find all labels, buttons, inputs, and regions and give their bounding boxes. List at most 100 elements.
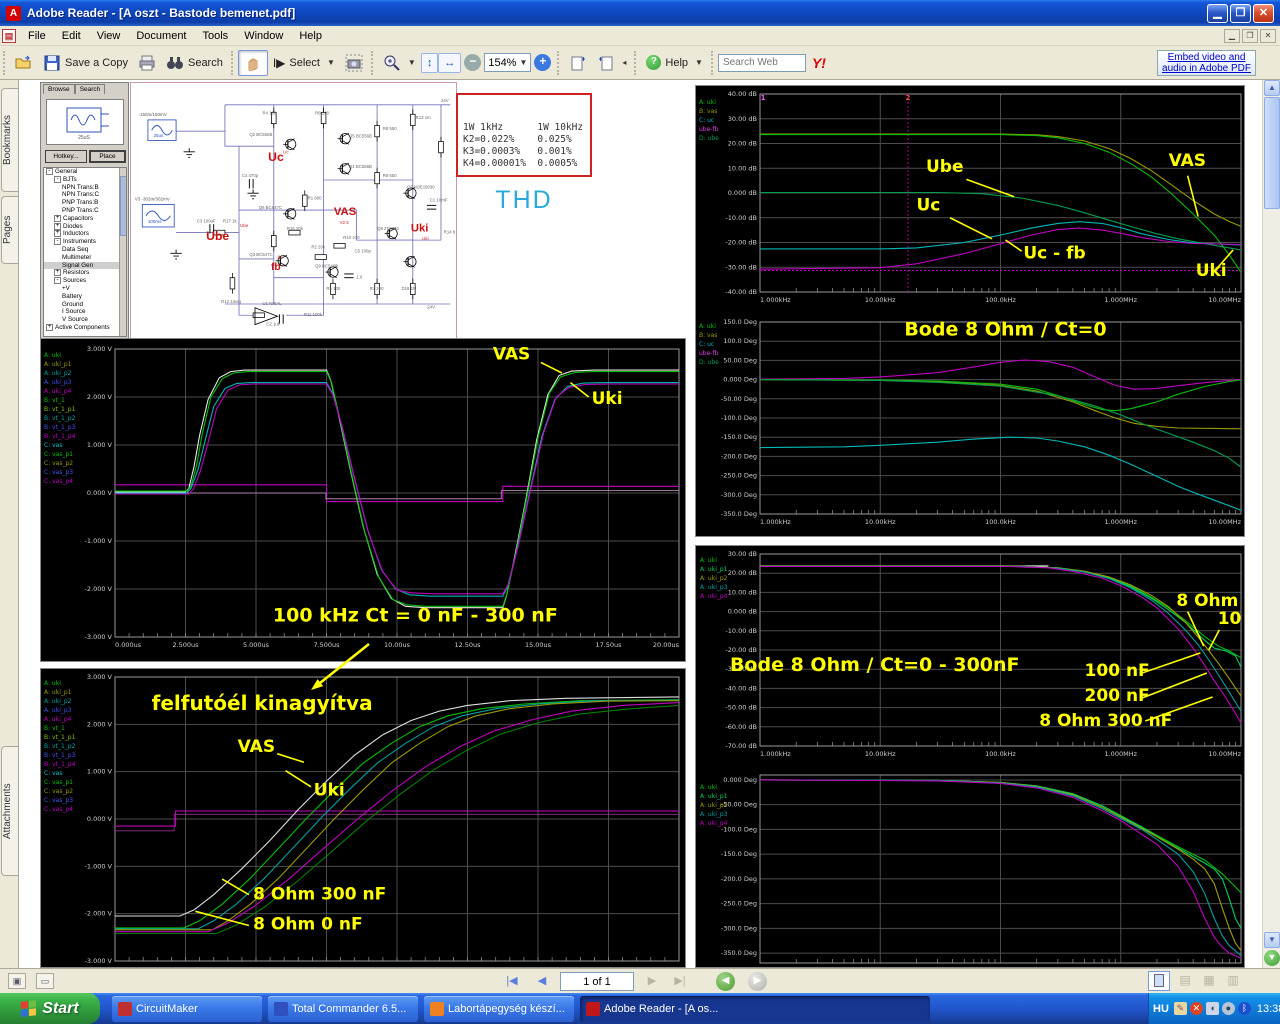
cm-tree-item[interactable]: + Diodes bbox=[54, 222, 83, 230]
cm-tree-item[interactable]: - Instruments bbox=[44, 238, 126, 246]
device-tray-icon[interactable]: ● bbox=[1221, 1002, 1235, 1015]
status-display-icon[interactable]: ▣ bbox=[8, 973, 26, 989]
next-view-button[interactable]: ◂ bbox=[592, 51, 631, 75]
previous-view-button[interactable]: ◀ bbox=[716, 972, 735, 991]
menu-item-file[interactable]: File bbox=[28, 29, 46, 42]
sidebar-tab-attachments[interactable]: Attachments bbox=[1, 746, 18, 876]
yahoo-logo[interactable]: Y! bbox=[811, 54, 826, 71]
previous-page-button[interactable]: ◀ bbox=[537, 975, 547, 987]
tablet-tray-icon[interactable]: ✎ bbox=[1173, 1002, 1187, 1015]
taskbar-task-4[interactable]: Adobe Reader - [A os... bbox=[580, 996, 930, 1022]
scroll-next-button[interactable]: ▼ bbox=[1264, 950, 1280, 966]
zoom-in-button[interactable]: + bbox=[534, 54, 552, 71]
cm-tab-browse[interactable]: Browse bbox=[43, 84, 75, 94]
menu-item-window[interactable]: Window bbox=[244, 29, 284, 42]
first-page-button[interactable]: |◀ bbox=[506, 975, 518, 987]
legend-item: B: vas bbox=[699, 108, 718, 115]
cm-tree-scrollbar[interactable] bbox=[119, 168, 126, 336]
cm-tree-item[interactable]: - General bbox=[44, 168, 126, 176]
cm-tree-item[interactable]: +V bbox=[62, 284, 70, 292]
svg-text:-30.00 dB: -30.00 dB bbox=[725, 665, 757, 673]
previous-view-button[interactable] bbox=[564, 51, 592, 75]
mdi-close-button[interactable]: ✕ bbox=[1260, 28, 1276, 43]
vertical-scrollbar[interactable]: ▲ ▼ ▼ bbox=[1262, 80, 1280, 968]
next-view-button[interactable]: ▶ bbox=[748, 972, 767, 991]
bluetooth-tray-icon[interactable]: ᛒ bbox=[1237, 1002, 1251, 1015]
menu-item-document[interactable]: Document bbox=[136, 29, 187, 42]
thd-label: THD bbox=[495, 186, 553, 214]
mdi-restore-button[interactable]: ❐ bbox=[1242, 28, 1258, 43]
svg-text:-200.0 Deg: -200.0 Deg bbox=[721, 452, 757, 460]
help-button[interactable]: ? Help ▼ bbox=[641, 52, 708, 73]
save-copy-button[interactable]: Save a Copy bbox=[38, 51, 133, 75]
facing-layout-button[interactable]: ▦ bbox=[1203, 973, 1215, 987]
snapshot-tool-button[interactable] bbox=[340, 51, 368, 75]
volume-tray-icon[interactable]: ◖ bbox=[1205, 1002, 1219, 1015]
sidebar-tab-pages[interactable]: Pages bbox=[1, 196, 18, 264]
search-web-input[interactable] bbox=[717, 53, 806, 72]
sidebar-tab-bookmarks[interactable]: Bookmarks bbox=[1, 88, 18, 192]
scrollbar-thumb[interactable] bbox=[1264, 97, 1280, 209]
select-tool-button[interactable]: I▶ Select ▼ bbox=[272, 55, 335, 70]
cm-tree-item[interactable]: Ground bbox=[62, 300, 84, 308]
cm-tree-item[interactable]: - BJTs bbox=[44, 175, 126, 184]
scroll-down-button[interactable]: ▼ bbox=[1264, 932, 1280, 948]
continuous-facing-layout-button[interactable]: ▥ bbox=[1227, 973, 1239, 987]
menu-item-tools[interactable]: Tools bbox=[202, 29, 229, 42]
taskbar-task-1[interactable]: CircuitMaker bbox=[112, 996, 262, 1022]
restore-button[interactable]: ❐ bbox=[1230, 3, 1251, 23]
zoom-out-button[interactable]: − bbox=[464, 54, 482, 71]
cm-tree-item[interactable]: Data Seq bbox=[62, 245, 89, 253]
svg-text:Ube: Ube bbox=[240, 223, 249, 228]
cm-tree-item[interactable]: NPN Trans:B bbox=[62, 183, 99, 191]
language-indicator[interactable]: HU bbox=[1153, 1002, 1169, 1015]
clock[interactable]: 13:38 bbox=[1256, 1002, 1280, 1015]
legend-item: A: uki bbox=[44, 680, 61, 687]
svg-text:1.000MHz: 1.000MHz bbox=[1104, 296, 1137, 304]
cm-tree-item[interactable]: + Inductors bbox=[54, 230, 89, 238]
print-button[interactable] bbox=[133, 51, 161, 75]
cm-tree-item[interactable]: I Source bbox=[62, 308, 86, 316]
security-alert-tray-icon[interactable]: ✕ bbox=[1189, 1002, 1203, 1015]
cm-tree-item[interactable]: PNP Trans:B bbox=[62, 199, 99, 207]
cm-tree-item[interactable]: V Source bbox=[62, 316, 88, 324]
start-button[interactable]: Start bbox=[0, 993, 100, 1024]
taskbar-task-3[interactable]: Labortápegység készí... bbox=[424, 996, 574, 1022]
open-button[interactable] bbox=[10, 51, 38, 75]
menu-item-help[interactable]: Help bbox=[299, 29, 322, 42]
continuous-layout-button[interactable]: ▤ bbox=[1179, 973, 1191, 987]
cm-tree-item[interactable]: + Capacitors bbox=[54, 214, 94, 222]
cm-tree-item[interactable]: NPN Trans:C bbox=[62, 191, 100, 199]
cm-tree-item[interactable]: Multimeter bbox=[62, 253, 92, 261]
zoom-level-combo[interactable]: 154% ▼ bbox=[484, 53, 532, 72]
next-page-button[interactable]: ▶ bbox=[647, 975, 657, 987]
fit-width-button[interactable]: ↔ bbox=[438, 52, 462, 73]
zoom-in-tool-button[interactable]: ▼ bbox=[378, 51, 421, 75]
cm-hotkey-button[interactable]: Hotkey... bbox=[45, 150, 87, 163]
fit-page-button[interactable]: ↕ bbox=[420, 52, 439, 73]
cm-tree-item[interactable]: + Resistors bbox=[54, 269, 90, 277]
cm-tree-item[interactable]: - Sources bbox=[44, 277, 126, 285]
bode-phase-chart: 150.0 Deg 100.0 Deg 50.00 Deg 0.000 Deg -50.… bbox=[696, 316, 1246, 538]
cm-tab-search[interactable]: Search bbox=[74, 84, 106, 94]
mdi-minimize-button[interactable]: ▁ bbox=[1224, 28, 1240, 43]
menu-item-edit[interactable]: Edit bbox=[61, 29, 81, 42]
embed-video-link[interactable]: Embed video and audio in Adobe PDF bbox=[1157, 49, 1256, 76]
status-box-icon[interactable]: ▭ bbox=[36, 973, 54, 989]
minimize-button[interactable]: ▁ bbox=[1207, 3, 1228, 23]
hand-tool-button[interactable] bbox=[237, 49, 268, 76]
svg-text:30.00 dB: 30.00 dB bbox=[728, 550, 757, 558]
menu-item-view[interactable]: View bbox=[96, 29, 121, 42]
cm-tree-item[interactable]: Signal Gen bbox=[44, 261, 126, 270]
cm-place-button[interactable]: Place bbox=[89, 150, 126, 163]
single-page-layout-button[interactable] bbox=[1148, 971, 1170, 991]
page-number-box[interactable]: 1 of 1 bbox=[560, 972, 634, 991]
cm-tree-item[interactable]: PNP Trans:C bbox=[62, 206, 99, 214]
cm-tree-item[interactable]: + Active Components bbox=[46, 323, 110, 332]
scroll-up-button[interactable]: ▲ bbox=[1264, 80, 1280, 96]
taskbar-task-2[interactable]: Total Commander 6.5... bbox=[268, 996, 418, 1022]
close-button[interactable]: ✕ bbox=[1253, 3, 1274, 23]
last-page-button[interactable]: ▶| bbox=[674, 975, 686, 987]
cm-tree-item[interactable]: Battery bbox=[62, 292, 82, 300]
search-button[interactable]: Search bbox=[161, 51, 228, 75]
